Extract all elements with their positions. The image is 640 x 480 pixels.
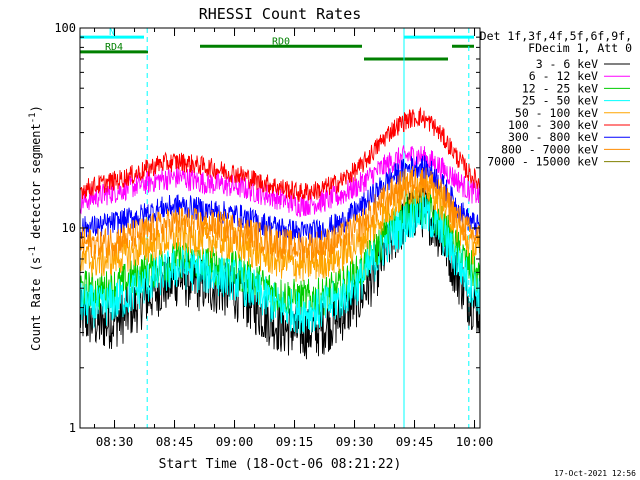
series-line [79, 192, 481, 334]
x-tick-label: 09:15 [276, 434, 314, 449]
x-tick-label: 08:30 [96, 434, 134, 449]
y-axis-label-sup2: -1 [28, 112, 38, 123]
legend-label: 3 - 6 keV [536, 57, 598, 71]
annotation-label: N [109, 27, 115, 38]
legend-label: 50 - 100 keV [515, 106, 598, 120]
legend-header-line-2: FDecim 1, Att 0 [528, 41, 632, 55]
x-tick-label: 08:45 [156, 434, 194, 449]
annotation-label: RD0 [272, 36, 290, 47]
series-line [79, 145, 481, 218]
annotation-layer: N RD0 RD4 [80, 27, 474, 428]
y-axis-label-mid: detector segment [29, 123, 43, 246]
x-tick-label: 09:00 [216, 434, 254, 449]
legend-label: 7000 - 15000 keV [487, 155, 598, 169]
x-tick-label: 10:00 [456, 434, 494, 449]
x-tick-label: 09:45 [396, 434, 434, 449]
series-layer [79, 106, 481, 360]
y-tick-label: 100 [54, 21, 76, 35]
series-line [79, 166, 481, 263]
legend: Det 1f,3f,4f,5f,6f,9f, FDecim 1, Att 0 3… [480, 29, 632, 169]
legend-label: 12 - 25 keV [522, 81, 598, 95]
legend-label: 100 - 300 keV [508, 118, 598, 132]
legend-label: 300 - 800 keV [508, 130, 598, 144]
y-axis-label-sup1: -1 [28, 246, 38, 257]
legend-label: 6 - 12 keV [529, 69, 598, 83]
legend-header-line-1: Det 1f,3f,4f,5f,6f,9f, [480, 29, 632, 43]
legend-label: 25 - 50 keV [522, 94, 598, 108]
chart-title: RHESSI Count Rates [199, 5, 362, 23]
y-tick-label: 10 [62, 221, 76, 235]
timestamp: 17-Oct-2021 12:56 [554, 469, 636, 478]
y-axis-label-end: ) [29, 105, 43, 112]
annotation-label: RD4 [105, 42, 123, 53]
y-axis-label-main: Count Rate (s [29, 257, 43, 351]
x-axis: 08:30 08:45 09:00 09:15 09:30 09:45 10:00 [94, 28, 494, 449]
y-axis-label: Count Rate (s-1 detector segment-1) [28, 105, 43, 351]
y-axis: 1 10 100 [54, 21, 480, 435]
x-axis-label: Start Time (18-Oct-06 08:21:22) [159, 457, 402, 472]
series-line [79, 106, 481, 202]
legend-label: 800 - 7000 keV [501, 142, 598, 156]
x-tick-label: 09:30 [336, 434, 374, 449]
y-tick-label: 1 [69, 421, 76, 435]
